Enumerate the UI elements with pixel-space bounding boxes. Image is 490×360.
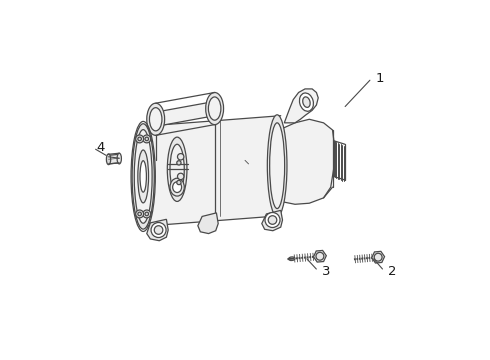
Ellipse shape	[265, 212, 280, 228]
Ellipse shape	[132, 125, 154, 228]
Ellipse shape	[138, 212, 142, 216]
Ellipse shape	[136, 210, 144, 218]
Ellipse shape	[167, 137, 187, 202]
Ellipse shape	[177, 173, 184, 180]
Ellipse shape	[206, 93, 223, 125]
Ellipse shape	[138, 137, 142, 141]
Ellipse shape	[208, 97, 221, 120]
Polygon shape	[314, 251, 326, 262]
Ellipse shape	[138, 150, 148, 203]
Text: 2: 2	[388, 265, 396, 278]
Ellipse shape	[147, 103, 165, 135]
Text: 3: 3	[322, 265, 330, 278]
Ellipse shape	[177, 161, 181, 165]
Ellipse shape	[268, 216, 277, 224]
Text: 1: 1	[375, 72, 384, 85]
Ellipse shape	[151, 222, 166, 238]
Ellipse shape	[299, 93, 314, 111]
Ellipse shape	[268, 115, 287, 217]
Ellipse shape	[143, 135, 151, 143]
Ellipse shape	[170, 144, 184, 194]
Ellipse shape	[303, 97, 310, 107]
Polygon shape	[372, 251, 385, 263]
Ellipse shape	[149, 108, 162, 131]
Ellipse shape	[145, 212, 148, 216]
Polygon shape	[274, 119, 334, 204]
Ellipse shape	[138, 212, 142, 216]
Ellipse shape	[143, 135, 151, 143]
Ellipse shape	[140, 160, 147, 193]
Ellipse shape	[138, 137, 142, 141]
Text: 4: 4	[97, 141, 105, 154]
Ellipse shape	[170, 178, 184, 196]
Ellipse shape	[143, 210, 151, 218]
Polygon shape	[109, 154, 119, 164]
Ellipse shape	[134, 130, 152, 223]
Ellipse shape	[140, 161, 147, 192]
Polygon shape	[198, 213, 218, 234]
Ellipse shape	[154, 226, 163, 234]
Polygon shape	[262, 210, 283, 231]
Ellipse shape	[117, 153, 122, 164]
Polygon shape	[156, 102, 215, 126]
Ellipse shape	[177, 180, 181, 185]
Ellipse shape	[270, 123, 285, 208]
Polygon shape	[147, 219, 168, 241]
Ellipse shape	[145, 212, 148, 216]
Ellipse shape	[136, 210, 144, 218]
Ellipse shape	[136, 135, 144, 143]
Ellipse shape	[145, 137, 148, 141]
Ellipse shape	[138, 150, 148, 203]
Ellipse shape	[106, 154, 111, 165]
Ellipse shape	[136, 135, 144, 143]
Ellipse shape	[132, 124, 154, 229]
Ellipse shape	[172, 182, 182, 193]
Ellipse shape	[143, 210, 151, 218]
Ellipse shape	[145, 137, 148, 141]
Polygon shape	[284, 89, 318, 123]
Ellipse shape	[177, 154, 184, 160]
Ellipse shape	[135, 130, 152, 223]
Ellipse shape	[289, 257, 295, 261]
Polygon shape	[142, 116, 281, 226]
